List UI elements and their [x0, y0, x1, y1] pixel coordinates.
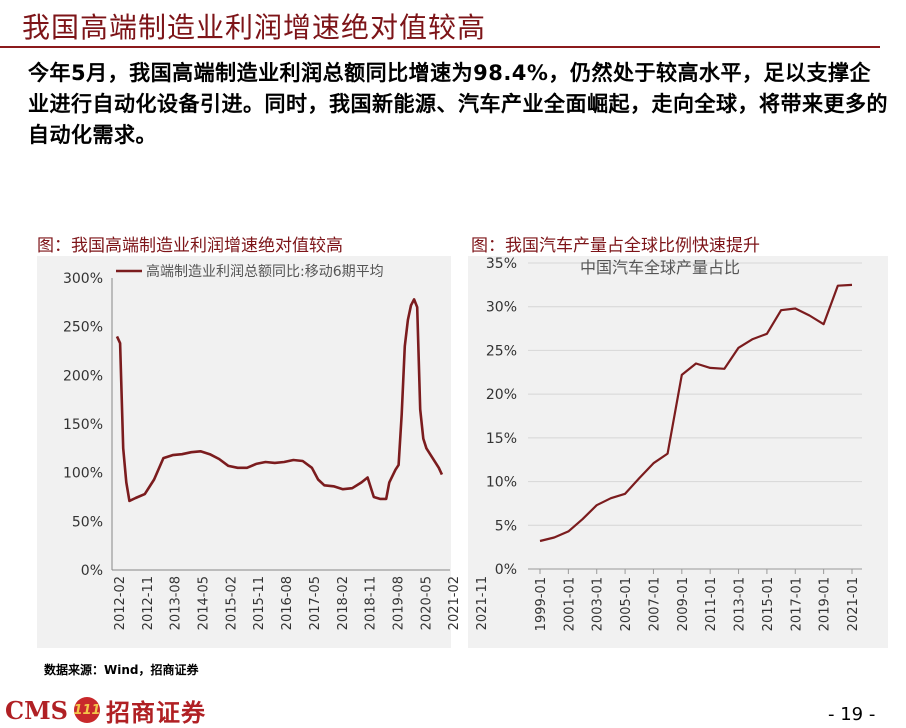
- brand-logo: CMS 111 招商证券: [5, 694, 206, 727]
- figure-left-caption: 图：我国高端制造业利润增速绝对值较高: [37, 236, 343, 256]
- page-title: 我国高端制造业利润增速绝对值较高: [22, 11, 487, 44]
- chart-left-panel: [37, 256, 451, 648]
- figure-right-caption: 图：我国汽车产量占全球比例快速提升: [471, 236, 760, 256]
- chart-right-panel: [468, 256, 888, 648]
- data-source: 数据来源：Wind，招商证券: [44, 663, 199, 677]
- body-paragraph: 今年5月，我国高端制造业利润总额同比增速为98.4%，仍然处于较高水平，足以支撑…: [28, 61, 888, 147]
- title-rule: [0, 46, 880, 48]
- logo-badge-icon: 111: [73, 697, 101, 723]
- logo-cms-text: CMS: [5, 695, 68, 725]
- page-number: - 19 -: [828, 704, 876, 725]
- logo-company-name: 招商证券: [106, 697, 206, 727]
